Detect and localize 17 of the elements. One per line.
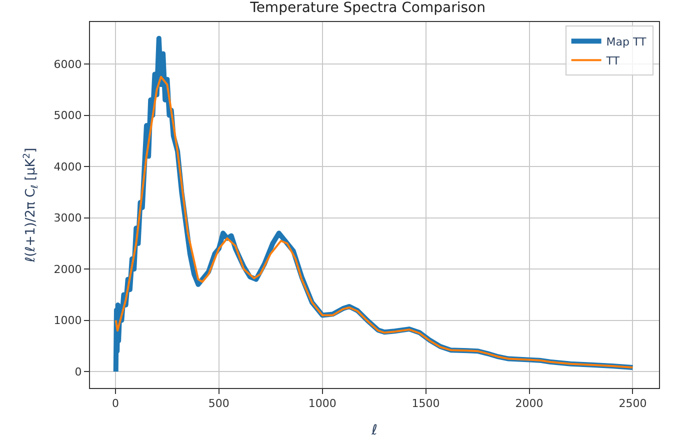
x-tick-label: 1000 — [308, 397, 336, 410]
x-tick-label: 2000 — [515, 397, 544, 410]
x-tick-label: 2500 — [618, 397, 647, 410]
legend-label: TT — [605, 54, 620, 68]
y-tick-label: 3000 — [54, 212, 82, 225]
x-tick-label: 0 — [112, 397, 119, 410]
y-tick-label: 2000 — [54, 262, 82, 276]
y-tick-label: 1000 — [54, 314, 82, 328]
x-axis-title: ℓ — [370, 422, 378, 438]
y-tick-label: 5000 — [54, 109, 82, 122]
y-tick-label: 4000 — [54, 160, 82, 174]
x-tick-label: 500 — [208, 397, 230, 410]
y-tick-label: 0 — [74, 365, 82, 378]
y-tick-label: 6000 — [54, 58, 82, 71]
chart-title: Temperature Spectra Comparison — [249, 0, 486, 16]
x-tick-label: 1500 — [412, 397, 440, 410]
legend-label: Map TT — [606, 35, 647, 48]
